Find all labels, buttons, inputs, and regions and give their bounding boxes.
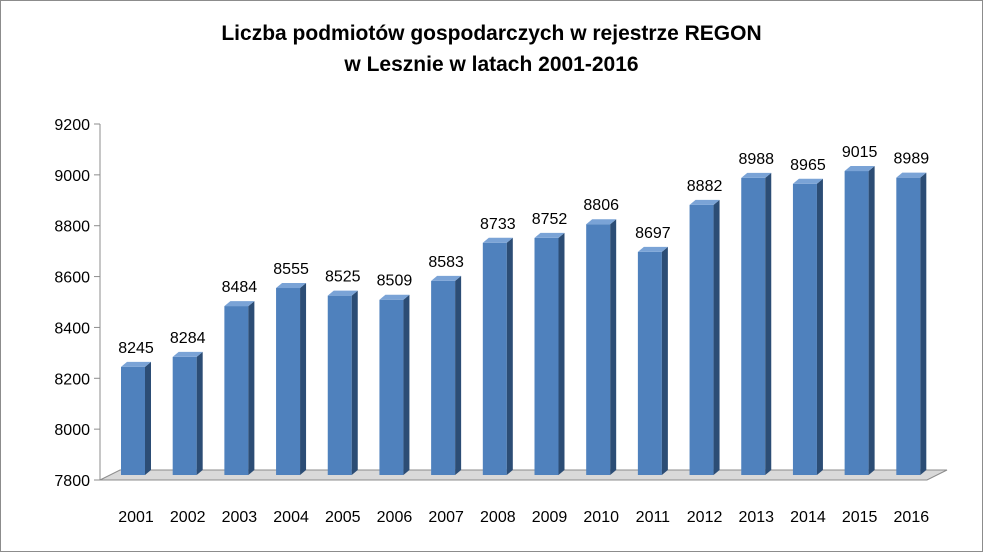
data-label: 8555 — [273, 261, 309, 278]
bar — [792, 183, 817, 475]
bar — [534, 237, 559, 475]
bar-top — [792, 178, 823, 184]
data-label: 8284 — [170, 330, 206, 347]
bar-side — [713, 199, 720, 475]
bar — [896, 177, 921, 475]
bar-side — [300, 283, 307, 475]
x-tick-label: 2015 — [842, 509, 878, 526]
bar-top — [431, 275, 462, 281]
y-tick-label: 8400 — [54, 320, 90, 337]
chart-floor — [99, 469, 948, 481]
bar-top — [689, 199, 720, 205]
y-tick-label: 8200 — [54, 371, 90, 388]
bar — [844, 171, 869, 476]
x-tick-label: 2003 — [222, 509, 258, 526]
bar-side — [558, 232, 565, 475]
x-tick-label: 2008 — [480, 509, 516, 526]
x-tick-label: 2014 — [790, 509, 826, 526]
bar — [276, 288, 301, 475]
bar-top — [534, 232, 565, 238]
bar-top — [896, 172, 927, 178]
bar-side — [196, 351, 203, 475]
bar-side — [248, 301, 255, 475]
y-tick-label: 8000 — [54, 422, 90, 439]
x-tick-label: 2009 — [532, 509, 568, 526]
y-tick-label: 8600 — [54, 270, 90, 287]
x-tick-label: 2012 — [687, 509, 723, 526]
x-tick-label: 2006 — [377, 509, 413, 526]
y-tick-label: 8800 — [54, 219, 90, 236]
x-tick-label: 2005 — [325, 509, 361, 526]
data-label: 9015 — [842, 144, 878, 161]
x-tick-label: 2001 — [118, 509, 154, 526]
bar — [482, 242, 507, 475]
bar-top — [121, 361, 151, 367]
bar-side — [610, 219, 617, 475]
bar-side — [868, 166, 875, 476]
y-tick-label: 7800 — [54, 473, 90, 490]
bar — [689, 204, 714, 475]
bar — [637, 251, 662, 475]
data-label: 8989 — [894, 151, 930, 168]
data-label: 8988 — [738, 151, 774, 168]
bar — [379, 299, 404, 475]
bar-top — [482, 237, 513, 243]
bar-side — [351, 290, 358, 475]
bar — [121, 366, 145, 475]
data-label: 8882 — [687, 178, 723, 195]
data-label: 8806 — [583, 197, 619, 214]
data-label: 8509 — [377, 273, 413, 290]
bar-side — [145, 361, 151, 475]
y-tick-label: 9200 — [54, 117, 90, 134]
bar — [327, 295, 352, 475]
data-label: 8245 — [118, 340, 154, 357]
bar-top — [224, 301, 255, 307]
bar-top — [844, 166, 875, 172]
bar-side — [455, 275, 462, 475]
data-label: 8525 — [325, 269, 361, 286]
data-label: 8583 — [428, 254, 464, 271]
data-label: 8484 — [222, 279, 258, 296]
data-label: 8752 — [532, 211, 568, 228]
chart-title-line2: w Lesznie w latach 2001-2016 — [344, 53, 639, 76]
x-tick-label: 2013 — [738, 509, 774, 526]
x-tick-label: 2016 — [894, 509, 930, 526]
data-label: 8733 — [480, 216, 516, 233]
bar — [741, 177, 766, 475]
data-label: 8965 — [790, 157, 826, 174]
y-tick-label: 9000 — [54, 168, 90, 185]
bar — [224, 306, 249, 475]
bar — [586, 224, 611, 475]
bar-top — [276, 283, 307, 289]
x-tick-label: 2007 — [428, 509, 464, 526]
bar-top — [327, 290, 358, 296]
x-tick-label: 2004 — [273, 509, 309, 526]
bar-top — [586, 219, 617, 225]
bar-side — [816, 178, 823, 475]
bar-top — [741, 172, 772, 178]
bar-side — [920, 172, 927, 475]
bar-side — [403, 294, 410, 475]
data-label: 8697 — [635, 225, 671, 242]
x-tick-label: 2011 — [636, 509, 671, 526]
bar-top — [637, 246, 668, 252]
bar-side — [661, 246, 668, 475]
bar-side — [506, 237, 513, 475]
x-tick-label: 2010 — [583, 509, 619, 526]
bar — [431, 280, 456, 475]
bar-side — [765, 172, 772, 475]
bar-top — [379, 294, 410, 300]
chart-title-line1: Liczba podmiotów gospodarczych w rejestr… — [221, 22, 762, 45]
x-tick-label: 2002 — [170, 509, 206, 526]
bar-top — [172, 351, 203, 357]
bar — [172, 356, 197, 475]
